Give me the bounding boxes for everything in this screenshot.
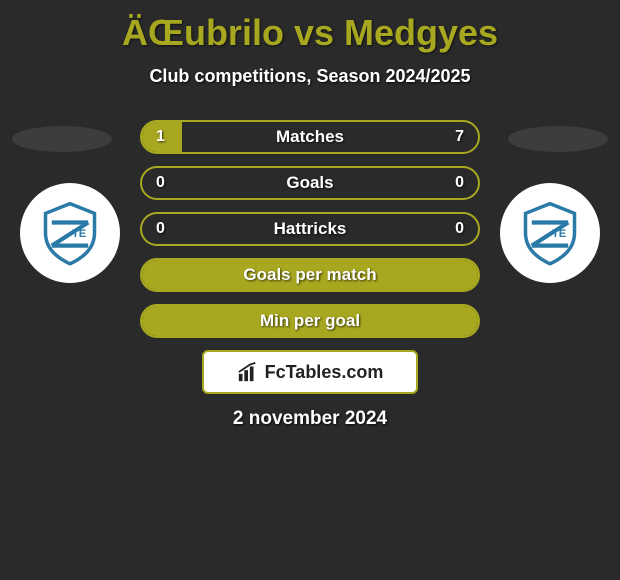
stat-bar-matches: 1 Matches 7	[140, 120, 480, 154]
avatar-shadow-left	[12, 126, 112, 152]
team-logo-right: TE	[500, 183, 600, 283]
svg-text:TE: TE	[72, 228, 87, 240]
stat-label: Goals per match	[142, 265, 478, 285]
page-subtitle: Club competitions, Season 2024/2025	[0, 66, 620, 87]
stat-bar-min-per-goal: Min per goal	[140, 304, 480, 338]
stats-container: 1 Matches 7 0 Goals 0 0 Hattricks 0 Goal…	[140, 120, 480, 350]
avatar-shadow-right	[508, 126, 608, 152]
stat-bar-goals-per-match: Goals per match	[140, 258, 480, 292]
stat-value-right: 0	[455, 220, 464, 238]
stat-label: Goals	[142, 173, 478, 193]
zte-logo-icon: TE	[515, 198, 585, 268]
stat-label: Min per goal	[142, 311, 478, 331]
stat-label: Hattricks	[142, 219, 478, 239]
chart-bars-icon	[237, 361, 259, 383]
stat-value-right: 0	[455, 174, 464, 192]
date-text: 2 november 2024	[0, 408, 620, 430]
zte-logo-icon: TE	[35, 198, 105, 268]
page-title: ÄŒubrilo vs Medgyes	[0, 0, 620, 54]
stat-bar-hattricks: 0 Hattricks 0	[140, 212, 480, 246]
svg-text:TE: TE	[552, 228, 567, 240]
stat-label: Matches	[142, 127, 478, 147]
stat-value-right: 7	[455, 128, 464, 146]
team-logo-left: TE	[20, 183, 120, 283]
brand-text: FcTables.com	[265, 362, 384, 383]
brand-badge: FcTables.com	[202, 350, 418, 394]
stat-bar-goals: 0 Goals 0	[140, 166, 480, 200]
